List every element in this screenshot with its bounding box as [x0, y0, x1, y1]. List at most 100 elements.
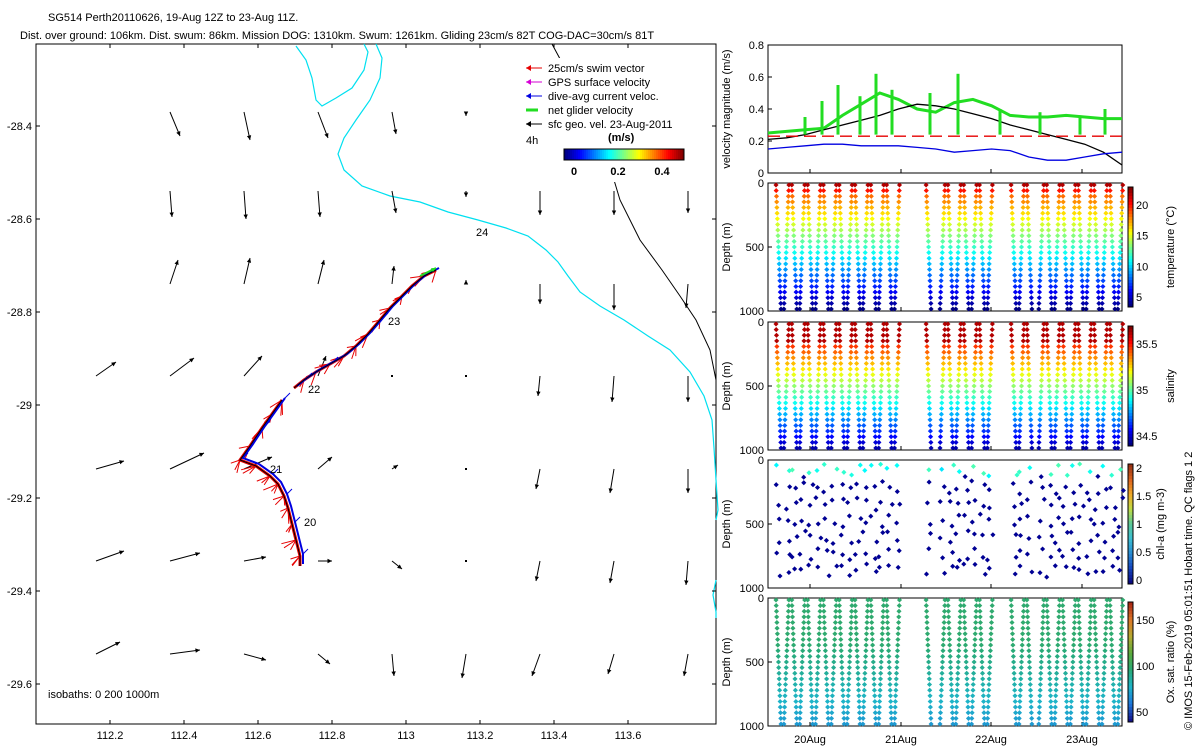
profile-point [961, 327, 967, 333]
arrow-shaft [243, 111, 251, 141]
profile-point [1088, 332, 1094, 338]
colorbar-cell [1128, 683, 1133, 687]
profile-point [927, 417, 933, 423]
profile-point [1102, 377, 1108, 383]
profile-point [1008, 321, 1014, 327]
profile-point [809, 715, 815, 721]
swim-vector [431, 269, 437, 283]
y-tick-label: 0 [758, 317, 764, 329]
arrow-head [174, 260, 179, 265]
profile-point [1047, 405, 1053, 412]
profile-point [873, 300, 879, 306]
profile-point [1068, 422, 1074, 429]
profile-point [955, 377, 962, 383]
profile-point [775, 383, 782, 389]
profile-point [965, 439, 972, 445]
profile-point [1076, 204, 1082, 211]
profile-point [1092, 343, 1098, 350]
profile-point [797, 710, 803, 716]
profile-point [1110, 405, 1116, 412]
profile-point [838, 360, 844, 367]
profile-point [971, 238, 977, 244]
profile-point [869, 343, 875, 350]
profile-point [778, 439, 784, 445]
profile-point [775, 659, 782, 665]
profile-point [946, 338, 952, 344]
profile-point [798, 417, 804, 423]
profile-point [855, 255, 861, 261]
profile-point [857, 721, 863, 727]
legend-colorbar-cell [596, 149, 599, 160]
profile-point [776, 665, 782, 671]
profile-point [1047, 266, 1053, 273]
profile-point [949, 422, 955, 429]
profile-point [825, 295, 831, 301]
lat-tick-label: -28.4 [7, 121, 32, 133]
colorbar-cell [1128, 470, 1133, 474]
profile-point [825, 439, 831, 445]
profile-point [1047, 261, 1053, 267]
profile-point [1094, 405, 1101, 412]
profile-point [1054, 238, 1060, 244]
profile-point [814, 255, 821, 261]
arrow-head [246, 258, 252, 263]
profile-point [829, 710, 835, 716]
profile-point [1029, 300, 1035, 306]
surface-velocity-arrow [534, 468, 541, 490]
profile-point [848, 614, 854, 620]
profile-point [831, 642, 838, 648]
profile-point [887, 394, 893, 400]
surface-velocity-arrow [95, 460, 125, 470]
profile-point [797, 721, 803, 727]
profile-point [774, 204, 780, 211]
profile-point [864, 625, 870, 631]
profile-point [813, 439, 819, 445]
profile-point [927, 428, 933, 434]
profile-point [805, 332, 811, 338]
profile-point [1011, 405, 1018, 412]
profile-point [1028, 417, 1034, 423]
profile-point [801, 608, 807, 614]
surface-velocity-arrow [317, 456, 333, 470]
colorbar-cell [1128, 232, 1133, 236]
profile-point [941, 349, 947, 355]
colorbar-cell [1128, 356, 1133, 360]
profile-point [1010, 360, 1016, 367]
profile-point [1093, 372, 1099, 378]
profile-point [871, 405, 877, 412]
profile-point [773, 321, 779, 327]
colorbar-cell [1128, 392, 1133, 396]
lon-tick-label: 113.6 [615, 730, 642, 742]
profile-point [1077, 221, 1083, 228]
profile-point [1063, 405, 1069, 412]
profile-point [870, 238, 876, 244]
profile-point [1060, 338, 1066, 344]
profile-point [971, 394, 977, 400]
profile-point [801, 199, 807, 205]
profile-point [1038, 255, 1044, 261]
arrow-head [682, 671, 687, 676]
profile-point [1068, 428, 1074, 434]
colorbar-cell [1128, 650, 1133, 654]
profile-point [989, 338, 995, 344]
profile-point [1010, 366, 1016, 372]
profile-point [966, 445, 972, 451]
profile-point [1102, 238, 1108, 244]
profile-point [862, 244, 868, 250]
profile-point [924, 332, 930, 338]
profile-point [885, 227, 891, 233]
profile-point [969, 422, 976, 429]
surface-velocity-arrow [317, 653, 331, 665]
profile-point [832, 625, 838, 631]
profile-point [953, 445, 959, 451]
profile-point [802, 597, 808, 603]
arrow-head [391, 671, 396, 676]
profile-point [838, 636, 844, 643]
profile-point [964, 266, 970, 273]
profile-point [1027, 266, 1033, 273]
profile-point [808, 266, 814, 273]
profile-point [963, 383, 969, 389]
profile-point [892, 439, 898, 445]
profile-point [854, 238, 860, 244]
